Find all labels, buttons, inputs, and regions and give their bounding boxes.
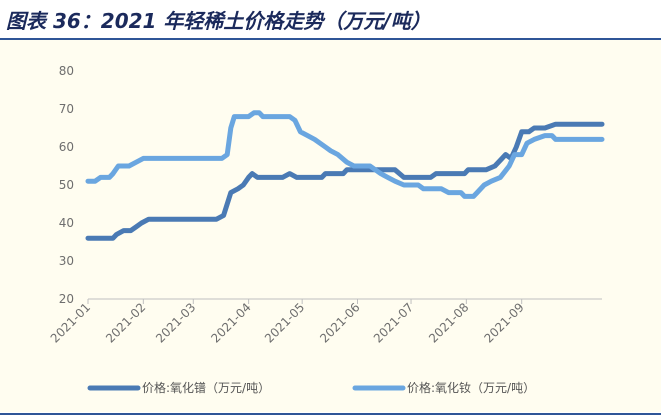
figure-title-bar: 图表 36：2021 年轻稀土价格走势（万元/吨） [0, 0, 661, 40]
series-line-1 [85, 121, 605, 241]
x-axis: 2021-01 2021-02 2021-03 2021-04 2021-05 2021-… [48, 298, 602, 346]
x-tick-label: 2021-09 [481, 300, 526, 345]
x-tick-label: 2021-04 [208, 300, 253, 345]
x-tick-label: 2021-07 [371, 300, 416, 345]
x-tick-label: 2021-06 [317, 300, 362, 345]
x-tick-label: 2021-03 [153, 300, 198, 345]
y-tick-label: 70 [59, 102, 74, 116]
y-tick-label: 30 [59, 254, 74, 268]
series-lines [85, 110, 605, 241]
legend-label-1: 价格:氧化镨（万元/吨） [142, 380, 270, 395]
y-tick-label: 50 [59, 178, 74, 192]
series-line-2 [85, 110, 605, 199]
bottom-rule [0, 413, 661, 415]
legend-label-2: 价格:氧化钕（万元/吨） [407, 380, 535, 395]
y-tick-label: 60 [59, 140, 74, 154]
chart-legend: 价格:氧化镨（万元/吨） 价格:氧化钕（万元/吨） [87, 380, 535, 395]
x-tick-label: 2021-05 [262, 300, 307, 345]
chart-panel: 20 30 40 50 60 70 80 2021-01 2021-02 2021-03 2021… [0, 40, 661, 412]
y-tick-label: 80 [59, 64, 74, 78]
y-tick-label: 40 [59, 216, 74, 230]
y-axis-ticks: 20 30 40 50 60 70 80 [59, 64, 74, 306]
x-tick-label: 2021-08 [426, 300, 471, 345]
y-tick-label: 20 [59, 292, 74, 306]
x-tick-label: 2021-02 [103, 300, 148, 345]
x-tick-label: 2021-01 [48, 300, 93, 345]
figure-title: 图表 36：2021 年轻稀土价格走势（万元/吨） [6, 9, 431, 33]
